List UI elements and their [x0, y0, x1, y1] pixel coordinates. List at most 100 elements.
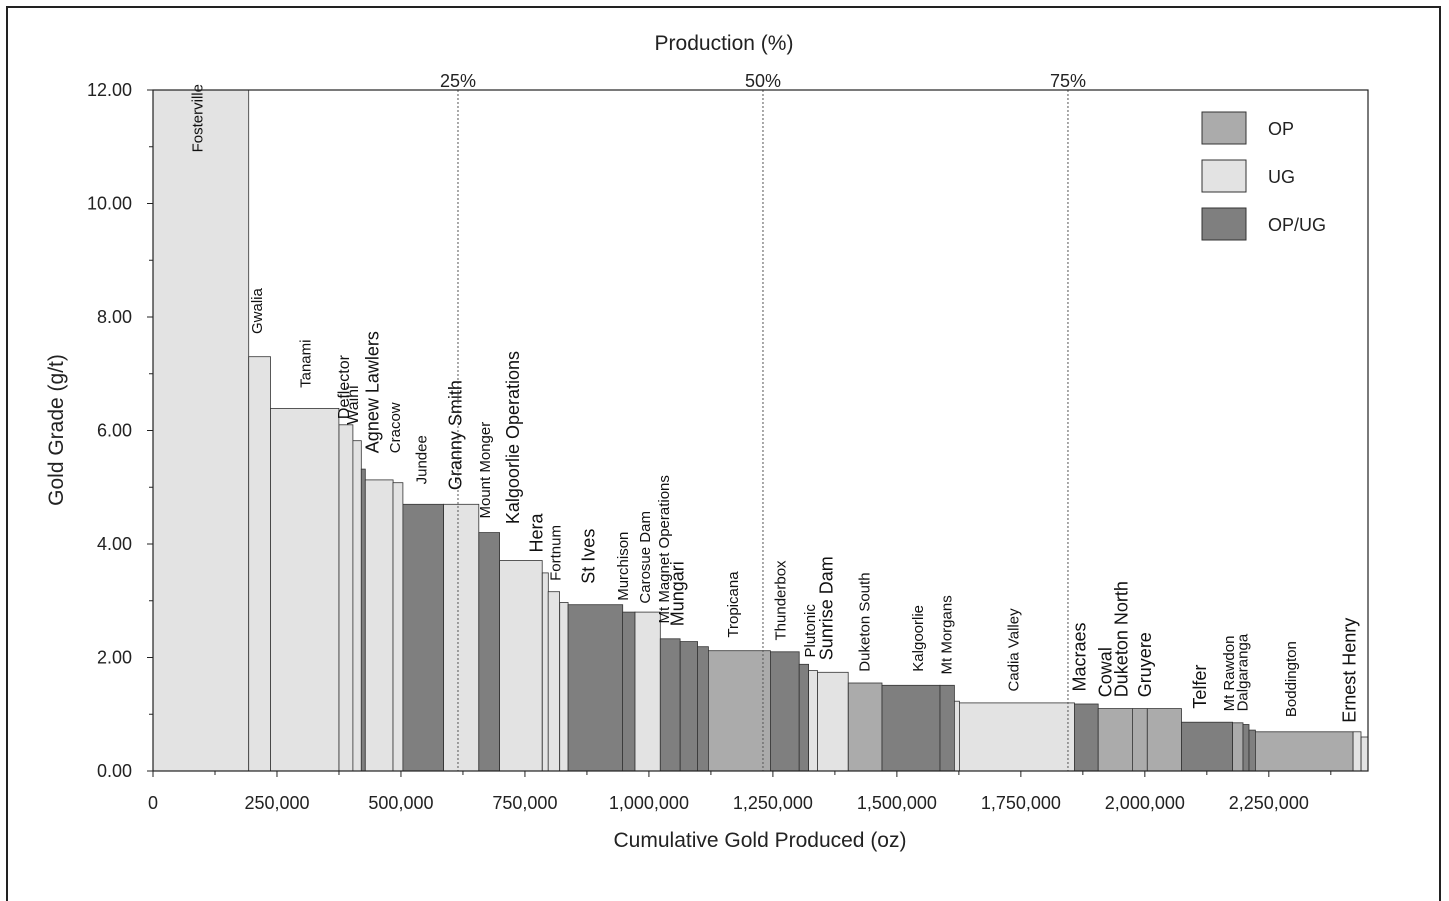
mine-bar-17: [622, 611, 636, 772]
mine-bar-36: [1181, 721, 1233, 772]
mine-bar-38: [1242, 724, 1250, 772]
mine-bar-11: [478, 532, 500, 772]
mine-label-18: Mungari: [668, 561, 688, 626]
mine-bar-18: [634, 611, 661, 772]
mine-bar-6: [360, 468, 366, 772]
x-tick-label-3: 500,000: [368, 793, 433, 813]
mine-bar-33: [1097, 708, 1133, 772]
mine-label-9: Granny Smith: [446, 380, 466, 490]
mine-label-5: Waihi: [345, 385, 362, 424]
mine-bar-15: [559, 602, 569, 772]
mine-bar-34: [1132, 708, 1148, 772]
y-tick-label-5: 8.00: [97, 307, 132, 327]
mine-bar-32: [1074, 703, 1099, 772]
mine-label-33: Dalgaranga: [1235, 633, 1252, 711]
mine-bar-1: [152, 89, 250, 772]
mine-label-14: St Ives: [578, 529, 598, 584]
mine-label-34: Boddington: [1283, 641, 1300, 717]
mine-label-32: Mt Rawdon: [1221, 636, 1238, 712]
mine-bar-41: [1352, 731, 1362, 772]
mine-label-25: Mt Morgans: [938, 595, 955, 674]
x-tick-label-9: 2,000,000: [1105, 793, 1185, 813]
mine-bar-9: [402, 503, 444, 772]
mine-label-8: Jundee: [414, 435, 431, 484]
mine-label-17: Mt Magnet Operations: [656, 475, 673, 623]
mine-label-15: Murchison: [615, 532, 632, 601]
mine-bar-14: [547, 591, 561, 772]
chart-frame: [6, 6, 1441, 901]
mine-bar-7: [364, 479, 394, 772]
x-axis-title: Cumulative Gold Produced (oz): [614, 829, 907, 852]
y-tick-label-2: 2.00: [97, 648, 132, 668]
mine-bar-19: [659, 638, 681, 772]
mine-bar-12: [499, 560, 543, 772]
mine-label-24: Kalgoorlie: [910, 605, 927, 672]
mine-bar-21: [697, 646, 709, 772]
x-tick-label-10: 2,250,000: [1229, 793, 1309, 813]
mine-bar-37: [1232, 722, 1244, 772]
x-tick-label-4: 750,000: [492, 793, 557, 813]
mine-bar-5: [352, 440, 362, 772]
mine-bar-29: [939, 684, 955, 772]
x-tick-label-6: 1,250,000: [733, 793, 813, 813]
y-axis-title: Gold Grade (g/t): [45, 354, 68, 506]
top-axis-title: Production (%): [655, 32, 794, 55]
mine-bars: [152, 89, 1369, 772]
y-tick-label-6: 10.00: [87, 194, 132, 214]
mine-label-13: Fortnum: [548, 525, 565, 581]
x-tick-label-7: 1,500,000: [857, 793, 937, 813]
mine-bar-25: [808, 670, 818, 772]
mine-bar-16: [567, 604, 624, 772]
x-axis: 0 250,000 500,000 750,000 1,000,000 1,250,000…: [148, 771, 1332, 813]
legend-label-opug: OP/UG: [1268, 215, 1326, 235]
mine-label-12: Hera: [526, 512, 546, 552]
mine-label-35: Ernest Henry: [1340, 618, 1360, 723]
mine-bar-2: [248, 356, 271, 772]
mine-bar-35: [1146, 708, 1182, 772]
legend-label-ug: UG: [1268, 167, 1295, 187]
mine-label-31: Telfer: [1190, 665, 1210, 709]
percent-label-3: 75%: [1050, 71, 1086, 91]
mine-bar-39: [1248, 729, 1256, 772]
mine-label-19: Tropicana: [725, 571, 742, 638]
legend-swatch-opug: [1201, 207, 1247, 241]
mine-label-21: Plutonic: [802, 604, 819, 658]
mine-label-22: Sunrise Dam: [816, 556, 836, 660]
y-tick-label-3: 4.00: [97, 534, 132, 554]
y-tick-label-4: 6.00: [97, 421, 132, 441]
mine-label-28: Cowal: [1096, 647, 1116, 697]
mine-label-23: Duketon South: [857, 572, 874, 671]
mine-bar-10: [443, 503, 480, 772]
x-tick-label-8: 1,750,000: [981, 793, 1061, 813]
mine-label-11: Kalgoorlie Operations: [503, 351, 523, 524]
y-tick-label-7: 12.00: [87, 80, 132, 100]
mine-label-26: Cadia Valley: [1005, 608, 1022, 692]
mine-bar-22: [708, 650, 771, 772]
mine-bar-28: [881, 684, 941, 772]
mine-bar-40: [1255, 731, 1354, 772]
mine-bar-23: [770, 651, 800, 772]
x-tick-label-1: 0: [148, 793, 158, 813]
legend-swatch-ug: [1201, 159, 1247, 193]
mine-label-16: Carosue Dam: [637, 511, 654, 604]
legend-label-op: OP: [1268, 119, 1294, 139]
mine-label-30: Gruyere: [1135, 632, 1155, 697]
mine-bar-24: [798, 663, 810, 772]
mine-bar-27: [847, 682, 883, 772]
y-tick-label-1: 0.00: [97, 761, 132, 781]
mine-label-27: Macraes: [1069, 622, 1089, 691]
mine-bar-3: [270, 407, 340, 772]
mine-bar-31: [959, 702, 1075, 772]
mine-bar-30: [954, 700, 960, 772]
mine-bar-42: [1360, 736, 1369, 772]
mine-bar-20: [679, 641, 699, 772]
mine-label-20: Thunderbox: [772, 560, 789, 641]
mine-bar-4: [338, 424, 354, 772]
mine-label-6: Agnew Lawlers: [363, 331, 383, 453]
mine-label-1: Fosterville: [190, 84, 207, 152]
mine-label-4: Deflector: [336, 354, 353, 419]
mine-label-3: Tanami: [298, 340, 315, 388]
mine-label-7: Cracow: [387, 402, 404, 453]
percent-label-2: 50%: [745, 71, 781, 91]
